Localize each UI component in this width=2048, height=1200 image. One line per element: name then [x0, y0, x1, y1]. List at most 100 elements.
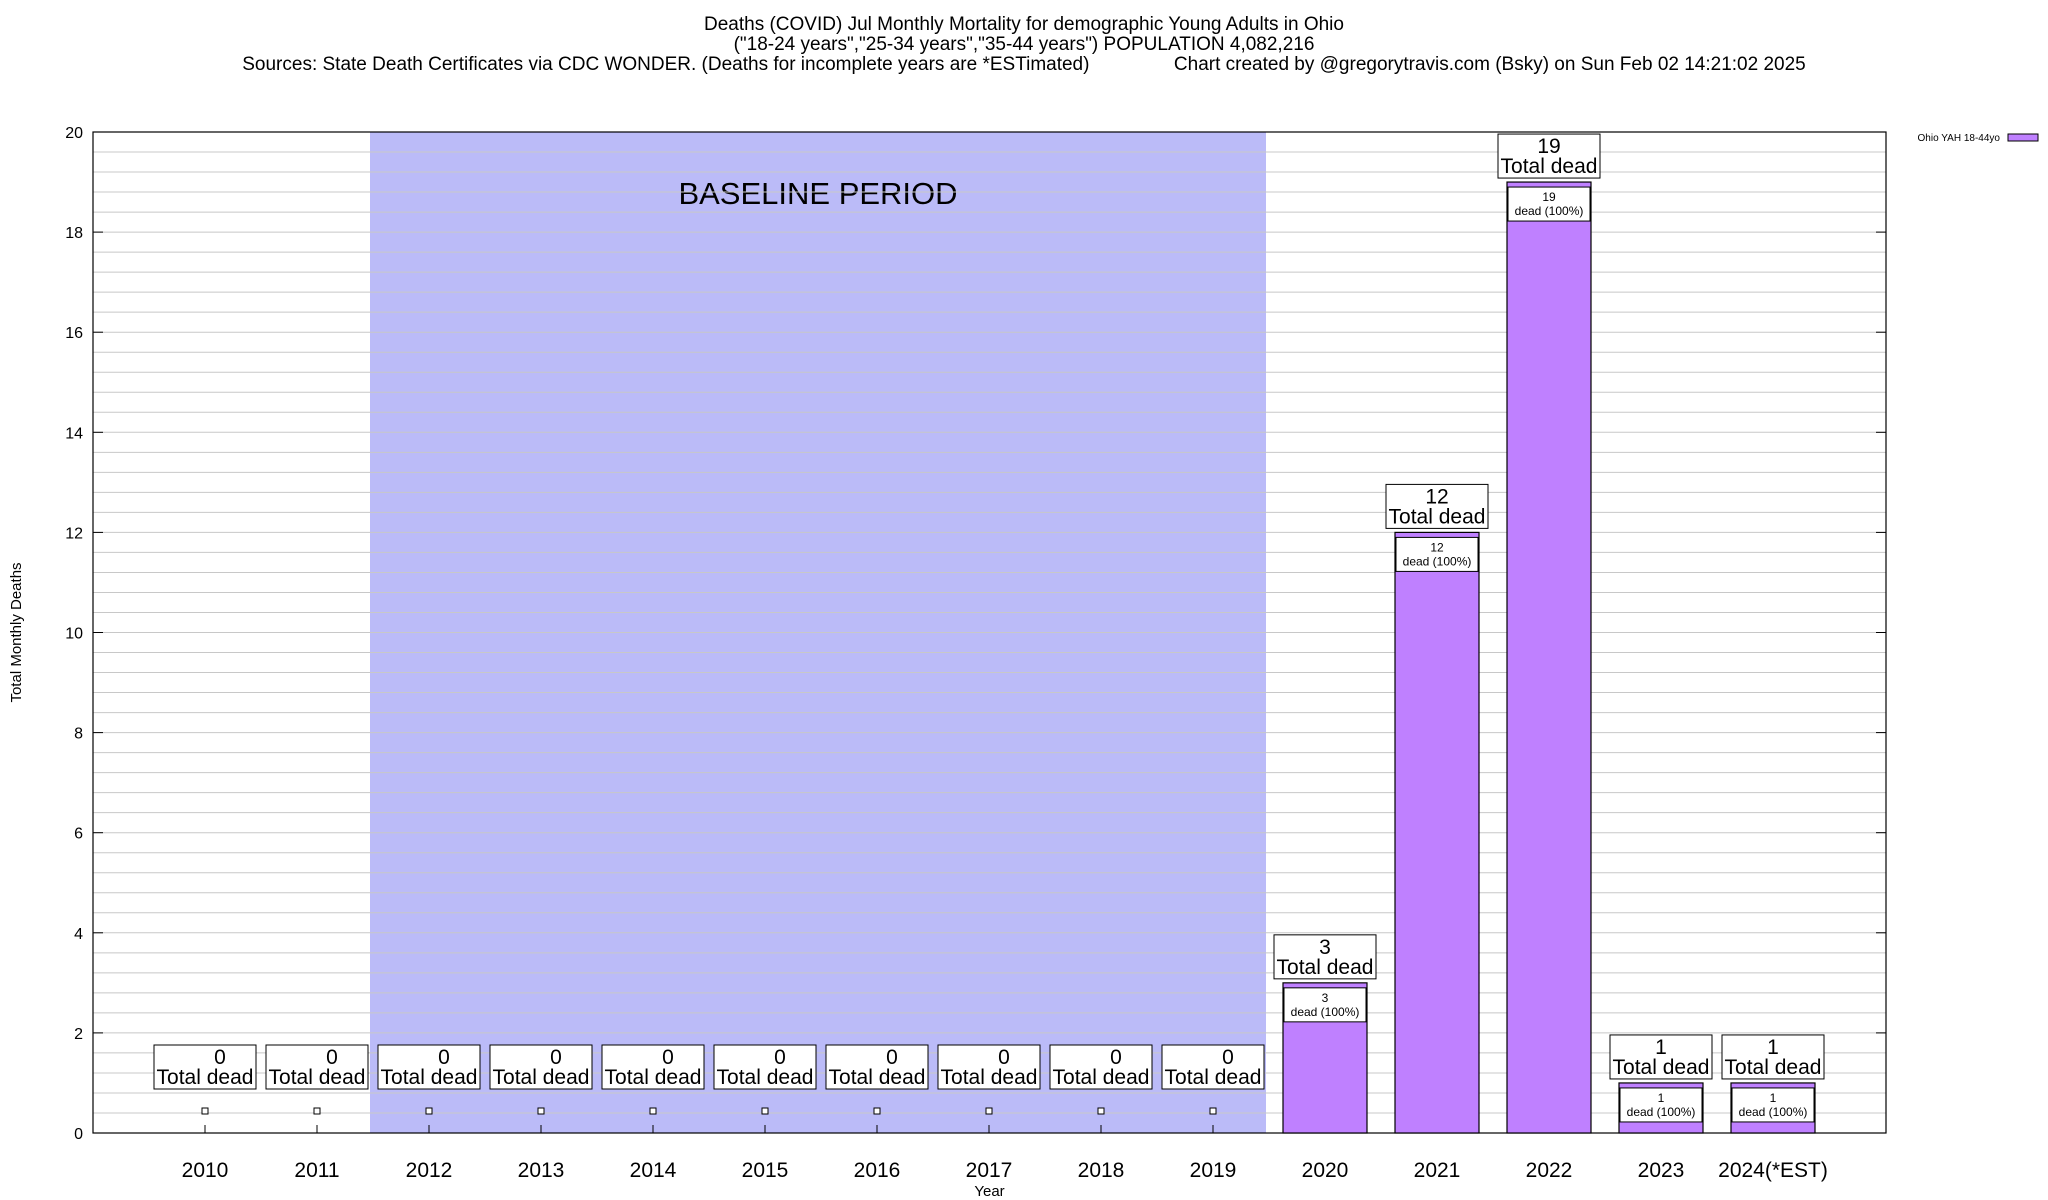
total-value-label: 0	[774, 1046, 786, 1069]
x-tick-label: 2019	[1190, 1159, 1237, 1182]
total-value-label: 19	[1537, 135, 1560, 158]
x-tick-label: 2011	[294, 1159, 339, 1182]
total-value-label: 1	[1767, 1036, 1779, 1059]
y-axis-label: Total Monthly Deaths	[8, 562, 25, 702]
total-label-box	[1049, 1044, 1153, 1090]
x-tick-label: 2018	[1078, 1159, 1125, 1182]
x-tick-label: 2013	[518, 1159, 565, 1182]
x-axis-label: Year	[974, 1183, 1004, 1200]
y-tick-label: 12	[65, 525, 83, 542]
x-tick-label: 2012	[406, 1159, 453, 1182]
zero-marker	[1097, 1107, 1105, 1115]
y-tick-label: 4	[74, 926, 83, 943]
inner-value-label: 3	[1322, 991, 1329, 1005]
chart-source-line: Sources: State Death Certificates via CD…	[242, 54, 1806, 75]
x-tick-label: 2022	[1526, 1159, 1573, 1182]
legend-swatch	[2007, 133, 2039, 142]
legend: Ohio YAH 18-44yo	[1918, 133, 2039, 144]
total-value-label: 0	[998, 1046, 1010, 1069]
total-suffix-label: Total dead	[1053, 1066, 1150, 1089]
bar	[1394, 531, 1480, 1134]
zero-marker	[537, 1107, 545, 1115]
chart-title: Deaths (COVID) Jul Monthly Mortality for…	[704, 14, 1344, 35]
total-suffix-label: Total dead	[1165, 1066, 1262, 1089]
total-value-label: 0	[886, 1046, 898, 1069]
total-suffix-label: Total dead	[1725, 1056, 1822, 1079]
total-suffix-label: Total dead	[157, 1066, 254, 1089]
total-suffix-label: Total dead	[1277, 956, 1374, 979]
inner-percent-label: dead (100%)	[1627, 1105, 1696, 1119]
x-tick-label: 2024(*EST)	[1718, 1159, 1828, 1182]
y-tick-label: 18	[65, 225, 83, 242]
inner-label-box	[1283, 987, 1367, 1023]
zero-marker	[425, 1107, 433, 1115]
y-tick-label: 10	[65, 626, 83, 643]
total-suffix-label: Total dead	[269, 1066, 366, 1089]
inner-percent-label: dead (100%)	[1515, 204, 1584, 218]
total-suffix-label: Total dead	[493, 1066, 590, 1089]
total-suffix-label: Total dead	[605, 1066, 702, 1089]
total-label-box	[937, 1044, 1041, 1090]
total-value-label: 0	[438, 1046, 450, 1069]
total-label-box	[377, 1044, 481, 1090]
total-label-box	[1721, 1034, 1825, 1080]
total-label-box	[601, 1044, 705, 1090]
total-label-box	[265, 1044, 369, 1090]
y-tick-label: 8	[74, 726, 83, 743]
baseline-period-label: BASELINE PERIOD	[678, 176, 957, 211]
x-tick-label: 2015	[742, 1159, 789, 1182]
inner-value-label: 12	[1430, 540, 1444, 554]
total-value-label: 12	[1425, 485, 1448, 508]
total-value-label: 3	[1319, 936, 1331, 959]
zero-marker	[761, 1107, 769, 1115]
inner-label-box	[1619, 1087, 1703, 1123]
inner-percent-label: dead (100%)	[1403, 554, 1472, 568]
y-tick-label: 6	[74, 826, 83, 843]
total-suffix-label: Total dead	[1501, 155, 1598, 178]
x-tick-label: 2023	[1638, 1159, 1685, 1182]
zero-marker	[873, 1107, 881, 1115]
total-suffix-label: Total dead	[381, 1066, 478, 1089]
total-label-box	[153, 1044, 257, 1090]
x-tick-label: 2014	[630, 1159, 677, 1182]
total-suffix-label: Total dead	[1389, 505, 1486, 528]
inner-label-box	[1395, 536, 1479, 572]
inner-value-label: 1	[1658, 1091, 1665, 1105]
total-label-box	[1161, 1044, 1265, 1090]
inner-label-box	[1507, 186, 1591, 222]
inner-percent-label: dead (100%)	[1739, 1105, 1808, 1119]
inner-value-label: 1	[1770, 1091, 1777, 1105]
x-tick-label: 2017	[966, 1159, 1013, 1182]
y-tick-label: 14	[65, 425, 83, 442]
zero-marker	[1209, 1107, 1217, 1115]
inner-percent-label: dead (100%)	[1291, 1005, 1360, 1019]
total-label-box	[1609, 1034, 1713, 1080]
total-value-label: 0	[1222, 1046, 1234, 1069]
total-value-label: 1	[1655, 1036, 1667, 1059]
zero-marker	[649, 1107, 657, 1115]
zero-marker	[985, 1107, 993, 1115]
y-tick-label: 20	[65, 125, 83, 142]
total-label-box	[713, 1044, 817, 1090]
total-label-box	[1385, 483, 1489, 529]
total-value-label: 0	[326, 1046, 338, 1069]
zero-marker	[313, 1107, 321, 1115]
x-tick-label: 2010	[182, 1159, 229, 1182]
y-tick-label: 0	[74, 1126, 83, 1143]
inner-value-label: 19	[1542, 190, 1556, 204]
total-value-label: 0	[662, 1046, 674, 1069]
total-value-label: 0	[550, 1046, 562, 1069]
bar	[1506, 181, 1592, 1134]
x-tick-label: 2016	[854, 1159, 901, 1182]
legend-label: Ohio YAH 18-44yo	[1918, 133, 2001, 144]
total-label-box	[1497, 133, 1601, 179]
chart-subtitle: ("18-24 years","25-34 years","35-44 year…	[733, 34, 1315, 55]
total-value-label: 0	[214, 1046, 226, 1069]
y-tick-label: 16	[65, 325, 83, 342]
total-suffix-label: Total dead	[941, 1066, 1038, 1089]
total-label-box	[1273, 934, 1377, 980]
inner-label-box	[1731, 1087, 1815, 1123]
zero-marker	[201, 1107, 209, 1115]
x-tick-label: 2020	[1302, 1159, 1349, 1182]
total-suffix-label: Total dead	[829, 1066, 926, 1089]
